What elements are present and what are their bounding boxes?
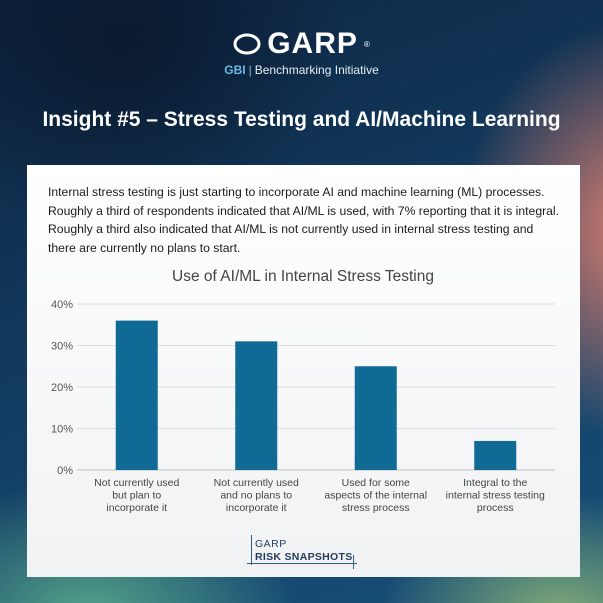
bar-chart: Use of AI/ML in Internal Stress Testing … <box>51 268 555 514</box>
garp-swoosh-icon <box>233 33 261 55</box>
brand-garp-label: GARP <box>255 538 287 550</box>
bar <box>235 341 278 470</box>
bar <box>354 366 397 470</box>
chart-title: Use of AI/ML in Internal Stress Testing <box>172 268 434 285</box>
bar <box>115 320 158 470</box>
y-tick-label: 10% <box>51 424 73 436</box>
content-card: Internal stress testing is just starting… <box>27 165 580 577</box>
subtitle-separator: | <box>248 63 252 77</box>
brand-horizontal-rule <box>247 563 357 564</box>
intro-paragraph: Internal stress testing is just starting… <box>48 185 560 255</box>
y-tick-label: 40% <box>51 299 73 311</box>
y-tick-label: 20% <box>51 382 73 394</box>
y-tick-label: 30% <box>51 341 73 353</box>
benchmarking-label: Benchmarking Initiative <box>254 63 379 77</box>
brand-risk-snapshots-label: RISK SNAPSHOTS <box>255 551 353 563</box>
x-category-label: Integral to the internal stress testing pr… <box>446 477 545 514</box>
brand-vertical-rule <box>251 535 252 565</box>
brand-end-rule <box>353 555 354 569</box>
logo-registered-mark: ® <box>363 39 370 49</box>
risk-snapshots-brand: GARP RISK SNAPSHOTS <box>245 533 365 569</box>
logo-subtitle: GBI | Benchmarking Initiative <box>0 63 603 77</box>
gbi-label: GBI <box>224 63 246 77</box>
logo-wordmark: GARP <box>267 27 358 60</box>
bar <box>474 440 517 470</box>
x-category-label: Not currently used but plan to incorporate… <box>94 477 179 514</box>
x-category-label: Used for some aspects of the internal stre… <box>324 477 427 514</box>
page-title: Insight #5 – Stress Testing and AI/Machi… <box>42 108 561 131</box>
garp-logo: GARP ® GBI | Benchmarking Initiative <box>0 27 603 77</box>
y-tick-label: 0% <box>57 465 73 477</box>
x-category-label: Not currently used and no plans to incorpo… <box>214 477 299 514</box>
